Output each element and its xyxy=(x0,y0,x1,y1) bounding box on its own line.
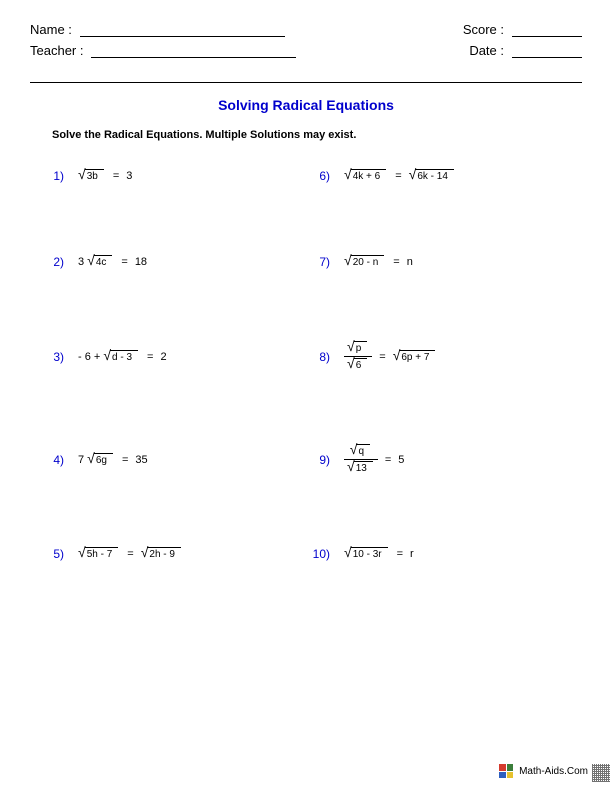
problem-number: 5) xyxy=(40,547,64,561)
problem-expression: - 6 +√d - 3=2 xyxy=(78,350,167,364)
teacher-field: Teacher : xyxy=(30,43,296,58)
problem-number: 8) xyxy=(306,350,330,364)
name-field: Name : xyxy=(30,22,285,37)
problem-item: 4) 7√6g=35 xyxy=(40,444,306,475)
problem-item: 6) √4k + 6=√6k - 14 xyxy=(306,169,572,183)
footer-logo-icon xyxy=(499,764,513,778)
problem-number: 4) xyxy=(40,453,64,467)
footer: Math-Aids.Com xyxy=(499,764,588,778)
problem-expression: √3b=3 xyxy=(78,169,132,183)
page-title: Solving Radical Equations xyxy=(0,97,612,113)
header-divider xyxy=(30,82,582,83)
problem-item: 5) √5h - 7=√2h - 9 xyxy=(40,547,306,561)
problem-number: 6) xyxy=(306,169,330,183)
qr-code-icon xyxy=(592,764,610,782)
score-label: Score : xyxy=(463,22,504,37)
problem-item: 8) √p√6=√6p + 7 xyxy=(306,341,572,372)
worksheet-header: Name : Score : Teacher : Date : xyxy=(0,0,612,72)
problem-item: 3) - 6 +√d - 3=2 xyxy=(40,341,306,372)
problem-number: 3) xyxy=(40,350,64,364)
header-row-1: Name : Score : xyxy=(30,22,582,37)
problem-number: 10) xyxy=(306,547,330,561)
name-line xyxy=(80,23,285,37)
date-line xyxy=(512,44,582,58)
problem-number: 7) xyxy=(306,255,330,269)
date-field: Date : xyxy=(469,43,582,58)
header-row-2: Teacher : Date : xyxy=(30,43,582,58)
score-line xyxy=(512,23,582,37)
problem-number: 2) xyxy=(40,255,64,269)
problem-item: 1) √3b=3 xyxy=(40,169,306,183)
problem-expression: √5h - 7=√2h - 9 xyxy=(78,547,183,561)
problems-grid: 1) √3b=3 6) √4k + 6=√6k - 14 2) 3√4c=18 7) √20 … xyxy=(0,169,612,561)
problem-number: 1) xyxy=(40,169,64,183)
footer-text: Math-Aids.Com xyxy=(519,766,588,777)
problem-expression: 3√4c=18 xyxy=(78,255,147,269)
date-label: Date : xyxy=(469,43,504,58)
problem-expression: √p√6=√6p + 7 xyxy=(344,341,437,372)
name-label: Name : xyxy=(30,22,72,37)
score-field: Score : xyxy=(463,22,582,37)
problem-item: 7) √20 - n=n xyxy=(306,255,572,269)
teacher-line xyxy=(91,44,296,58)
problem-item: 9) √q√13=5 xyxy=(306,444,572,475)
problem-expression: 7√6g=35 xyxy=(78,453,148,467)
problem-expression: √q√13=5 xyxy=(344,444,404,475)
problem-expression: √20 - n=n xyxy=(344,255,413,269)
problem-item: 2) 3√4c=18 xyxy=(40,255,306,269)
problem-number: 9) xyxy=(306,453,330,467)
teacher-label: Teacher : xyxy=(30,43,83,58)
problem-expression: √4k + 6=√6k - 14 xyxy=(344,169,456,183)
problem-expression: √10 - 3r=r xyxy=(344,547,414,561)
instructions-text: Solve the Radical Equations. Multiple So… xyxy=(52,129,612,141)
problem-item: 10) √10 - 3r=r xyxy=(306,547,572,561)
